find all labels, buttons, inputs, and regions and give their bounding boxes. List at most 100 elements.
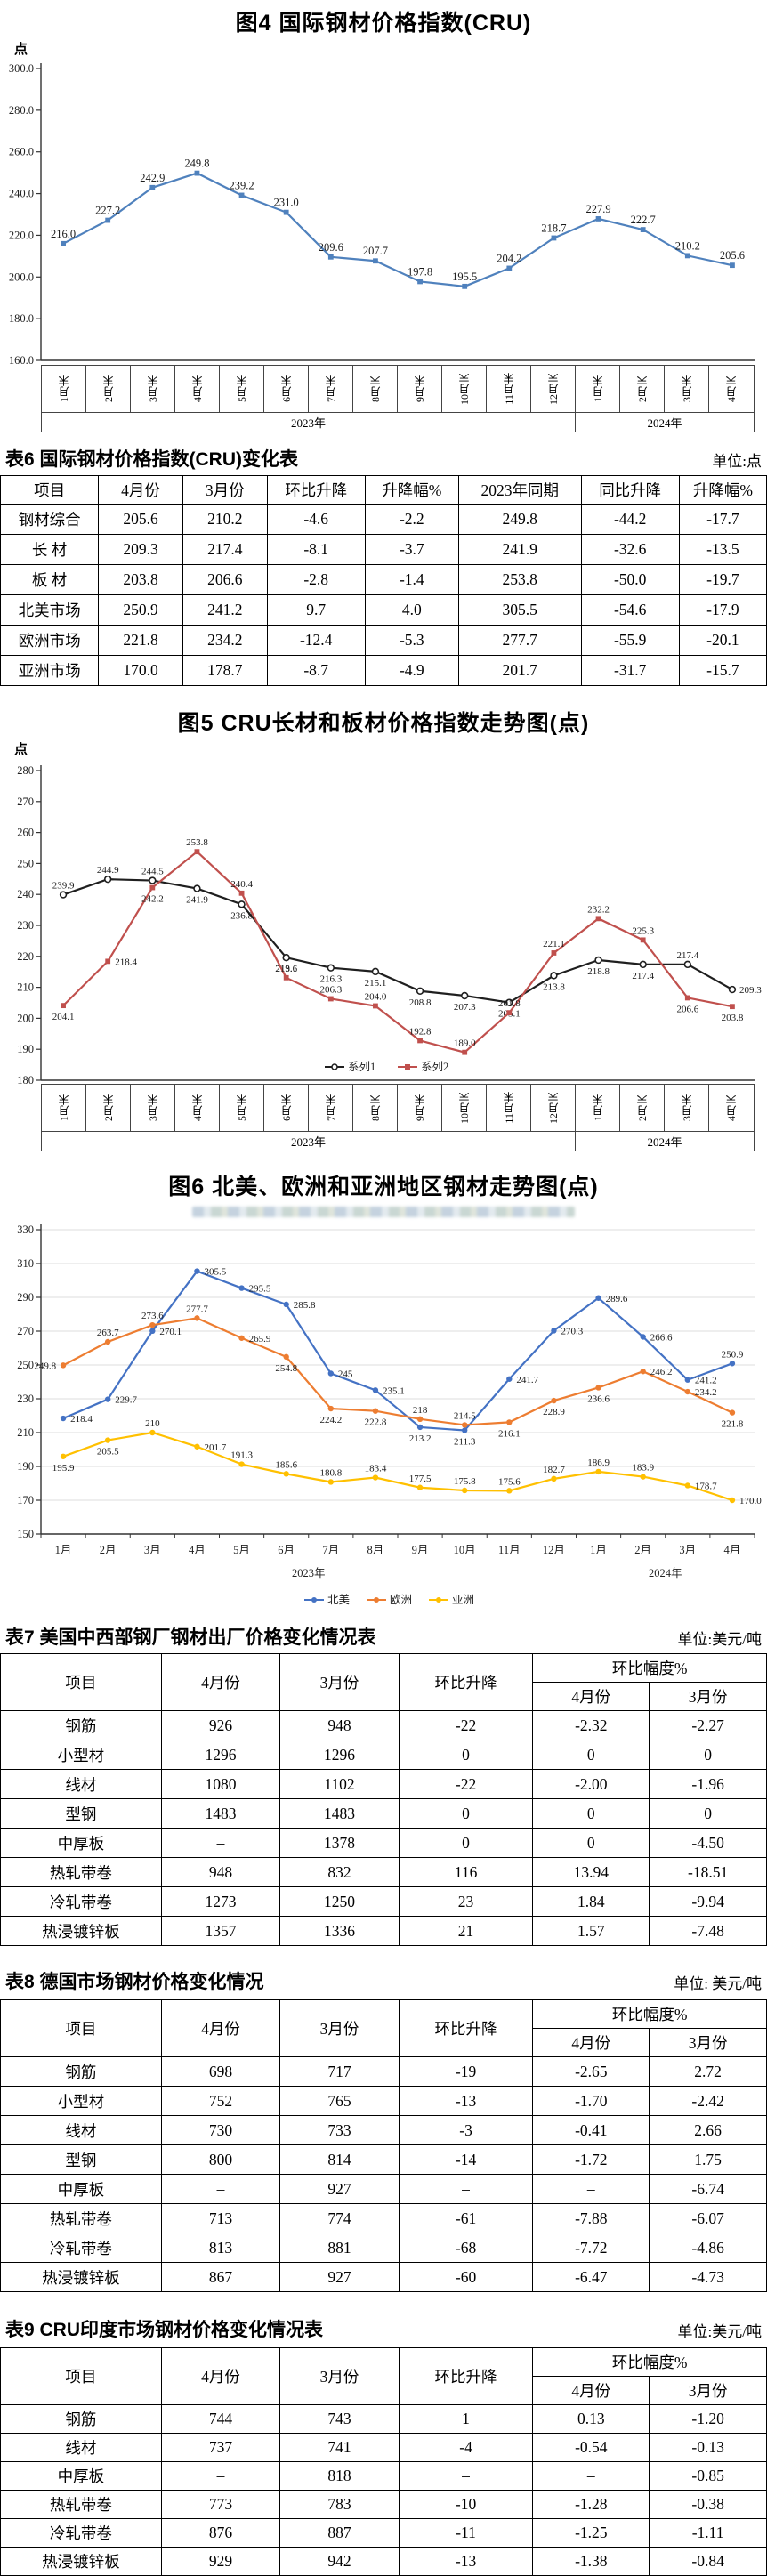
- data-label: 295.5: [249, 1284, 271, 1295]
- data-point: [462, 283, 468, 289]
- data-label: 249.8: [34, 1361, 56, 1371]
- row-header: 热浸镀锌板: [0, 1916, 162, 1946]
- table8: 项目 4月份 3月份 环比升降 环比幅度% 4月份 3月份 钢筋 698 717 -19 -2.65 2…: [0, 1999, 767, 2292]
- data-point: [282, 953, 290, 962]
- table-cell: -19: [398, 2056, 534, 2087]
- data-point: [371, 967, 380, 976]
- row-header: 型钢: [0, 2144, 162, 2175]
- x-axis-label: 12月末: [546, 1092, 560, 1124]
- table-cell: -4: [398, 2433, 534, 2462]
- row-header: 线材: [0, 2433, 162, 2462]
- y-tick-label: 230: [17, 919, 34, 932]
- table-cell: -2.32: [532, 1710, 650, 1740]
- table-cell: 1080: [160, 1769, 281, 1799]
- table-cell: 0: [532, 1798, 650, 1829]
- x-axis-label: 4月: [189, 1544, 206, 1556]
- column-subheader: 4月份: [532, 2028, 650, 2057]
- row-header: 热轧带卷: [0, 2490, 162, 2519]
- data-point: [729, 1497, 736, 1504]
- data-point: [59, 891, 68, 899]
- table-cell: -2.8: [266, 564, 366, 595]
- figure6-line-chart: 150 170 190 210 230 250 270 290 310 330 218.4 229.7…: [17, 1223, 762, 1606]
- table-cell: 23: [398, 1886, 534, 1917]
- column-header-group: 环比幅度%: [532, 1653, 767, 1683]
- table-row: 热浸镀锌板 929 942 -13 -1.38 -0.84: [0, 2547, 767, 2576]
- data-point: [372, 1387, 379, 1393]
- table-cell: 765: [279, 2086, 400, 2116]
- x-axis-label: 8月末: [368, 375, 382, 402]
- table-cell: 13.94: [532, 1857, 650, 1887]
- x-axis-label-cell: 6月末: [264, 366, 309, 412]
- year-group-label: 2024年: [649, 1567, 682, 1579]
- row-header: 小型材: [0, 2086, 162, 2116]
- data-point: [327, 1479, 335, 1485]
- x-axis-label: 7月末: [324, 375, 337, 402]
- table-cell: -1.72: [532, 2144, 650, 2175]
- table-cell: 1: [398, 2404, 534, 2434]
- x-axis-label-cell: 2月末: [620, 1085, 665, 1131]
- data-label: 191.3: [230, 1450, 253, 1461]
- data-label: 175.6: [498, 1476, 521, 1487]
- data-label: 209.3: [739, 985, 762, 996]
- data-point: [104, 1338, 111, 1345]
- data-point: [416, 1424, 424, 1431]
- y-tick-label: 270: [17, 795, 34, 808]
- data-point: [506, 1419, 513, 1425]
- column-header: 环比升降: [398, 2347, 534, 2405]
- table-row: 热浸镀锌板 1357 1336 21 1.57 -7.48: [0, 1916, 767, 1946]
- row-header: 小型材: [0, 1740, 162, 1770]
- table-cell: 818: [279, 2461, 400, 2491]
- series-line-国际钢材价格综合指数: [62, 172, 733, 287]
- data-label: 270.3: [561, 1326, 583, 1336]
- data-point: [417, 1038, 423, 1044]
- data-point: [640, 937, 646, 943]
- y-tick-label: 230: [17, 1393, 34, 1405]
- table-cell: 948: [279, 1710, 400, 1740]
- data-point: [461, 1427, 468, 1433]
- data-label: 289.6: [606, 1294, 628, 1304]
- year-group-label: 2023年: [292, 1567, 326, 1579]
- table-cell: -9.94: [649, 1886, 767, 1917]
- table-cell: -7.88: [532, 2203, 650, 2233]
- data-label: 229.7: [115, 1395, 137, 1406]
- data-label: 201.8: [498, 998, 521, 1009]
- data-point: [684, 995, 690, 1001]
- series-line-亚洲: [62, 1431, 733, 1502]
- y-tick-label: 220.0: [9, 229, 34, 241]
- table-cell: 741: [279, 2433, 400, 2462]
- table-cell: -15.7: [678, 655, 767, 686]
- table-cell: 1102: [279, 1769, 400, 1799]
- data-point: [105, 958, 111, 965]
- table-cell: -18.51: [649, 1857, 767, 1887]
- data-label: 218.4: [70, 1414, 93, 1425]
- x-axis-label-cell: 12月末: [531, 1085, 576, 1131]
- data-label: 273.6: [141, 1311, 164, 1321]
- x-axis-label: 2月末: [635, 1094, 649, 1121]
- x-axis-label: 12月: [543, 1544, 565, 1556]
- data-point: [238, 1285, 245, 1291]
- row-header: 板 材: [0, 564, 100, 595]
- data-point: [373, 258, 378, 264]
- table-cell: -55.9: [580, 625, 680, 656]
- table-row: 线材 737 741 -4 -0.54 -0.13: [0, 2433, 767, 2462]
- table-cell: -54.6: [580, 594, 680, 626]
- figure5-title: 图5 CRU长材和板材价格指数走势图(点): [177, 711, 590, 736]
- table-cell: 783: [279, 2490, 400, 2519]
- table-cell: -0.13: [649, 2433, 767, 2462]
- data-point: [149, 1429, 156, 1436]
- data-label: 227.2: [95, 205, 120, 217]
- x-axis-label: 9月末: [413, 375, 426, 402]
- data-label: 183.9: [632, 1463, 654, 1474]
- data-label: 246.2: [650, 1367, 673, 1377]
- table-row: 线材 1080 1102 -22 -2.00 -1.96: [0, 1769, 767, 1799]
- column-subheader: 4月份: [532, 1682, 650, 1711]
- data-label: 241.2: [695, 1376, 717, 1386]
- x-axis-label-cell: 10月末: [442, 366, 487, 412]
- data-point: [640, 1369, 646, 1375]
- table-cell: 0: [532, 1828, 650, 1858]
- table-cell: 867: [160, 2262, 281, 2292]
- table-cell: -2.27: [649, 1710, 767, 1740]
- table-cell: -68: [398, 2233, 534, 2263]
- data-point: [103, 875, 112, 884]
- table-cell: 178.7: [182, 655, 268, 686]
